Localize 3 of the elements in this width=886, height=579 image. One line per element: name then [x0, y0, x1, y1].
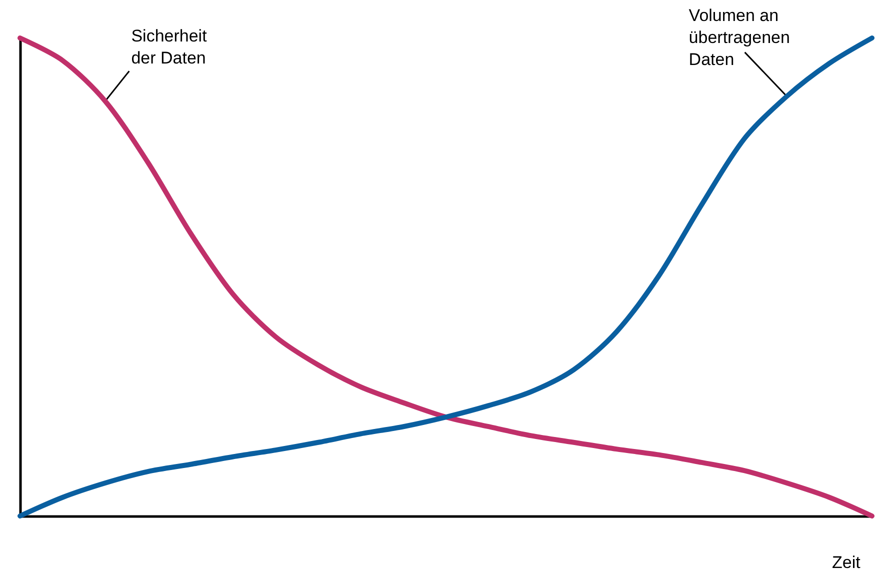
x-axis-title: Zeit [832, 553, 861, 572]
text: Sicherheit der Daten [131, 26, 212, 68]
series-label: Volumen an übertragenen Daten [688, 6, 795, 69]
